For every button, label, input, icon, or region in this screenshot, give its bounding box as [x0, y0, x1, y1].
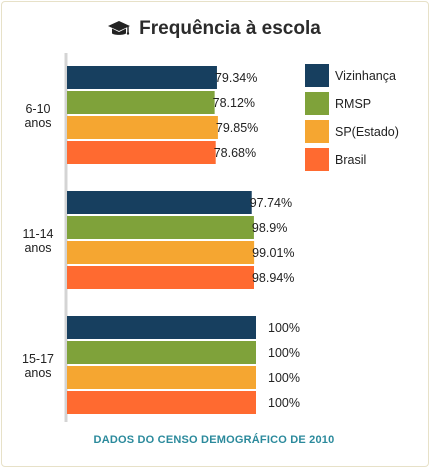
data-source-note: DADOS DO CENSO DEMOGRÁFICO DE 2010 [93, 434, 335, 446]
bar-11-14-anos-rmsp [67, 216, 254, 239]
category-label-6-10-anos-line-1: 6-10 [25, 102, 50, 116]
data-label-15-17-anos-sp-estado: 100% [268, 371, 300, 385]
bar-15-17-anos-rmsp [67, 341, 256, 364]
legend-swatch-sp-estado [305, 120, 329, 143]
category-label-6-10-anos-line-2: anos [24, 116, 51, 130]
legend-label-brasil: Brasil [335, 153, 366, 167]
bar-11-14-anos-vizinhan-a [67, 191, 252, 214]
bar-11-14-anos-brasil [67, 266, 254, 289]
chart-title: Frequência à escola [139, 18, 321, 39]
bar-6-10-anos-rmsp [67, 91, 215, 114]
legend-label-sp-estado: SP(Estado) [335, 125, 399, 139]
chart-header: Frequência à escola [0, 18, 428, 40]
data-label-11-14-anos-brasil: 98.94% [252, 271, 294, 285]
bar-15-17-anos-brasil [67, 391, 256, 414]
data-label-15-17-anos-rmsp: 100% [268, 346, 300, 360]
bar-6-10-anos-brasil [67, 141, 216, 164]
bar-11-14-anos-sp-estado [67, 241, 255, 264]
legend-label-vizinhan-a: Vizinhança [335, 69, 396, 83]
data-label-11-14-anos-sp-estado: 99.01% [252, 246, 294, 260]
category-label-15-17-anos-line-2: anos [24, 366, 51, 380]
data-label-15-17-anos-brasil: 100% [268, 396, 300, 410]
category-label-11-14-anos-line-1: 11-14 [22, 227, 53, 241]
data-label-6-10-anos-rmsp: 78.12% [213, 96, 255, 110]
legend-swatch-brasil [305, 148, 329, 171]
data-label-11-14-anos-rmsp: 98.9% [252, 221, 287, 235]
legend-label-rmsp: RMSP [335, 97, 371, 111]
graduation-cap-icon [108, 21, 131, 35]
category-label-11-14-anos-line-2: anos [24, 241, 51, 255]
data-label-6-10-anos-vizinhan-a: 79.34% [215, 71, 257, 85]
bar-6-10-anos-sp-estado [67, 116, 218, 139]
legend-swatch-rmsp [305, 92, 329, 115]
bar-15-17-anos-sp-estado [67, 366, 256, 389]
legend-swatch-vizinhan-a [305, 64, 329, 87]
data-label-15-17-anos-vizinhan-a: 100% [268, 321, 300, 335]
bar-6-10-anos-vizinhan-a [67, 66, 217, 89]
data-label-6-10-anos-sp-estado: 79.85% [216, 121, 258, 135]
data-label-6-10-anos-brasil: 78.68% [214, 146, 256, 160]
data-label-11-14-anos-vizinhan-a: 97.74% [250, 196, 292, 210]
bar-15-17-anos-vizinhan-a [67, 316, 256, 339]
category-label-15-17-anos-line-1: 15-17 [22, 352, 54, 366]
